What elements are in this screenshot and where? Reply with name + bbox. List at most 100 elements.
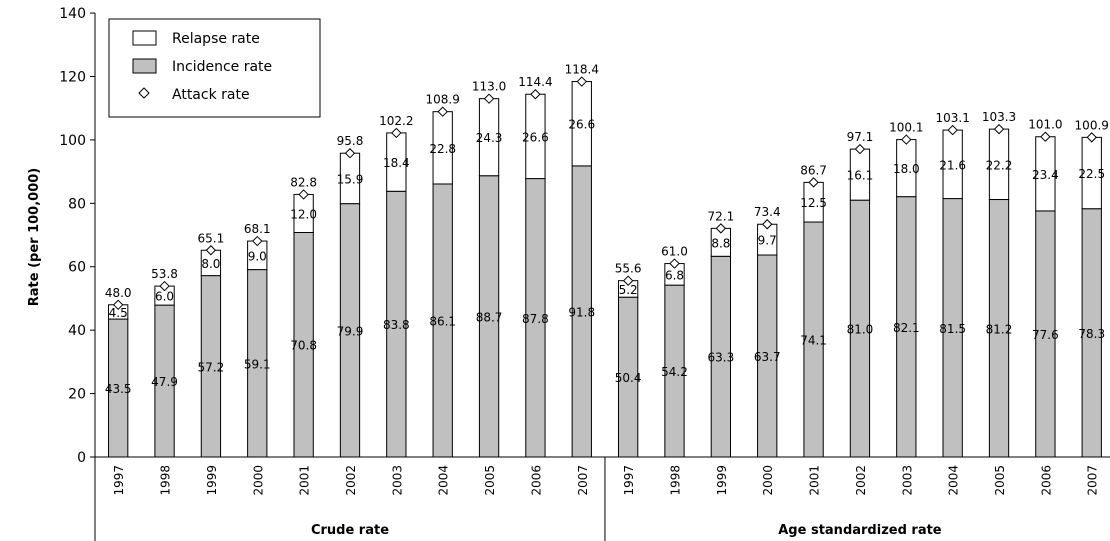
incidence-value-label: 50.4 xyxy=(615,371,642,385)
attack-marker xyxy=(854,143,866,155)
relapse-value-label: 8.8 xyxy=(711,236,730,250)
incidence-value-label: 63.3 xyxy=(708,351,735,365)
incidence-value-label: 88.7 xyxy=(476,310,503,324)
legend-marker-attack xyxy=(138,87,150,99)
incidence-value-label: 54.2 xyxy=(661,365,688,379)
incidence-value-label: 63.7 xyxy=(754,350,781,364)
x-tick-label: 1999 xyxy=(715,465,729,496)
x-tick-label: 2004 xyxy=(947,465,961,496)
attack-value-label: 65.1 xyxy=(198,231,225,245)
incidence-value-label: 70.8 xyxy=(290,339,317,353)
attack-value-label: 55.6 xyxy=(615,262,642,276)
legend-label-relapse: Relapse rate xyxy=(172,31,260,47)
attack-marker xyxy=(391,127,402,139)
attack-marker xyxy=(576,76,587,87)
attack-marker xyxy=(298,189,309,200)
y-tick-label: 60 xyxy=(68,260,86,276)
x-tick-label: 2001 xyxy=(298,465,312,496)
attack-marker xyxy=(715,223,727,234)
attack-marker xyxy=(205,245,217,256)
incidence-value-label: 82.1 xyxy=(893,321,920,335)
relapse-value-label: 26.6 xyxy=(568,118,595,132)
x-tick-label: 2002 xyxy=(854,465,868,496)
x-tick-label: 2004 xyxy=(437,465,451,496)
attack-marker xyxy=(901,134,912,145)
incidence-value-label: 74.1 xyxy=(800,334,827,348)
x-tick-label: 1997 xyxy=(622,465,636,496)
relapse-value-label: 22.8 xyxy=(429,142,456,156)
legend-label-attack: Attack rate xyxy=(172,87,250,103)
incidence-value-label: 59.1 xyxy=(244,357,271,371)
x-tick-label: 2006 xyxy=(529,465,543,496)
attack-marker xyxy=(1040,131,1051,142)
legend-swatch-incidence xyxy=(132,58,157,74)
incidence-value-label: 57.2 xyxy=(198,360,225,374)
attack-marker xyxy=(669,258,680,269)
relapse-value-label: 9.0 xyxy=(248,249,267,263)
y-tick-label: 120 xyxy=(59,69,86,85)
x-tick-label: 2002 xyxy=(344,465,358,496)
y-tick-label: 40 xyxy=(68,323,86,339)
x-tick-label: 1998 xyxy=(669,465,683,496)
legend-swatch-relapse xyxy=(132,30,157,46)
relapse-value-label: 24.3 xyxy=(476,131,503,145)
x-tick-label: 1997 xyxy=(112,465,126,496)
attack-marker xyxy=(1086,132,1097,143)
attack-value-label: 53.8 xyxy=(151,267,178,281)
incidence-value-label: 79.9 xyxy=(337,324,364,338)
incidence-value-label: 43.5 xyxy=(105,382,132,396)
attack-marker xyxy=(344,148,356,159)
attack-value-label: 72.1 xyxy=(708,209,735,223)
relapse-value-label: 18.0 xyxy=(893,162,920,176)
x-tick-label: 2005 xyxy=(993,465,1007,496)
attack-value-label: 48.0 xyxy=(105,286,132,300)
relapse-value-label: 21.6 xyxy=(939,158,966,172)
relapse-value-label: 12.0 xyxy=(290,207,317,221)
attack-marker xyxy=(762,219,773,230)
attack-value-label: 113.0 xyxy=(472,80,506,94)
x-tick-label: 2006 xyxy=(1039,465,1053,496)
attack-value-label: 61.0 xyxy=(661,245,688,259)
incidence-value-label: 77.6 xyxy=(1032,328,1059,342)
relapse-value-label: 8.0 xyxy=(201,257,220,271)
labels-layer: 43.5 4.5 48.0 1997 47.9 6.0 53.8 1998 57.2 8.0 65.… xyxy=(105,63,1109,538)
relapse-value-label: 18.4 xyxy=(383,156,410,170)
y-tick-label: 100 xyxy=(59,133,86,149)
x-tick-label: 2007 xyxy=(576,465,590,496)
y-tick-label: 20 xyxy=(68,387,86,403)
attack-value-label: 82.8 xyxy=(290,175,317,189)
attack-value-label: 97.1 xyxy=(847,130,874,144)
attack-value-label: 100.1 xyxy=(889,121,923,135)
attack-value-label: 95.8 xyxy=(337,134,364,148)
x-tick-label: 1998 xyxy=(159,465,173,496)
relapse-value-label: 22.2 xyxy=(986,158,1013,172)
incidence-value-label: 83.8 xyxy=(383,318,410,332)
incidence-value-label: 81.2 xyxy=(986,322,1013,336)
relapse-value-label: 23.4 xyxy=(1032,168,1059,182)
attack-marker xyxy=(947,124,958,136)
attack-marker xyxy=(437,106,448,117)
relapse-value-label: 6.8 xyxy=(665,268,684,282)
x-tick-label: 2007 xyxy=(1086,465,1100,496)
attack-marker xyxy=(112,299,124,310)
incidence-value-label: 81.0 xyxy=(847,323,874,337)
legend-label-incidence: Incidence rate xyxy=(172,59,272,75)
incidence-value-label: 86.1 xyxy=(429,314,456,328)
relapse-value-label: 16.1 xyxy=(847,169,874,183)
incidence-value-label: 78.3 xyxy=(1078,327,1105,341)
attack-value-label: 86.7 xyxy=(800,163,827,177)
attack-marker xyxy=(159,280,170,292)
attack-value-label: 103.3 xyxy=(982,110,1016,124)
relapse-value-label: 6.0 xyxy=(155,290,174,304)
y-tick-label: 80 xyxy=(68,196,86,212)
attack-value-label: 118.4 xyxy=(565,63,599,77)
x-tick-label: 2000 xyxy=(761,465,775,496)
incidence-value-label: 47.9 xyxy=(151,375,178,389)
attack-marker xyxy=(808,177,819,188)
relapse-value-label: 26.6 xyxy=(522,130,549,144)
bars-layer xyxy=(108,76,1102,458)
x-tick-label: 2001 xyxy=(808,465,822,496)
attack-value-label: 114.4 xyxy=(518,75,552,89)
attack-value-label: 101.0 xyxy=(1028,118,1062,132)
